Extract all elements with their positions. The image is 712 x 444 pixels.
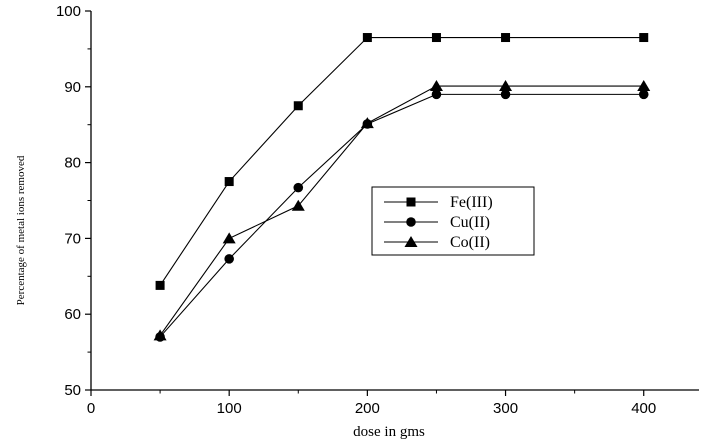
y-tick-label: 100 <box>56 3 81 20</box>
y-tick-label: 70 <box>64 230 81 247</box>
data-point <box>155 280 165 290</box>
data-point <box>360 117 374 129</box>
x-axis-title: dose in gms <box>353 424 425 440</box>
series-triangle <box>153 80 651 341</box>
y-axis-title: Percentage of metal ions removed <box>15 155 27 305</box>
legend-marker <box>406 217 416 227</box>
data-point <box>639 33 649 43</box>
data-point <box>499 80 513 92</box>
data-point <box>362 33 372 43</box>
x-tick-label: 300 <box>493 400 518 417</box>
legend-label: Fe(III) <box>450 194 493 211</box>
plot-area <box>153 33 651 342</box>
data-point <box>638 89 649 100</box>
legend: Fe(III) Cu(II) Co(II) <box>371 186 535 256</box>
x-tick-label: 100 <box>217 400 242 417</box>
data-point <box>637 80 651 92</box>
legend-marker <box>404 236 418 247</box>
legend-label: Co(II) <box>450 234 490 251</box>
x-tick-label: 200 <box>355 400 380 417</box>
data-point <box>293 101 303 111</box>
legend-box <box>371 186 535 256</box>
y-tick-label: 90 <box>64 79 81 96</box>
x-tick-label: 400 <box>631 400 656 417</box>
data-point <box>224 254 234 264</box>
data-point <box>224 177 234 187</box>
data-point <box>293 182 304 193</box>
series-square <box>155 33 649 290</box>
data-point <box>431 33 441 43</box>
data-point <box>153 329 167 341</box>
axes: 0 100 200 300 400 50 60 70 80 90 100 dose in gms Per… <box>15 3 699 440</box>
data-point <box>500 89 511 100</box>
data-point <box>222 232 236 244</box>
x-tick-label: 0 <box>87 400 95 417</box>
legend-label: Cu(II) <box>450 214 490 231</box>
data-point <box>291 199 305 211</box>
legend-marker <box>406 197 416 207</box>
data-point <box>431 89 442 100</box>
data-point <box>429 80 443 92</box>
y-tick-label: 60 <box>64 306 81 323</box>
y-tick-label: 80 <box>64 155 81 172</box>
y-tick-label: 50 <box>64 382 81 399</box>
data-point <box>501 33 511 43</box>
